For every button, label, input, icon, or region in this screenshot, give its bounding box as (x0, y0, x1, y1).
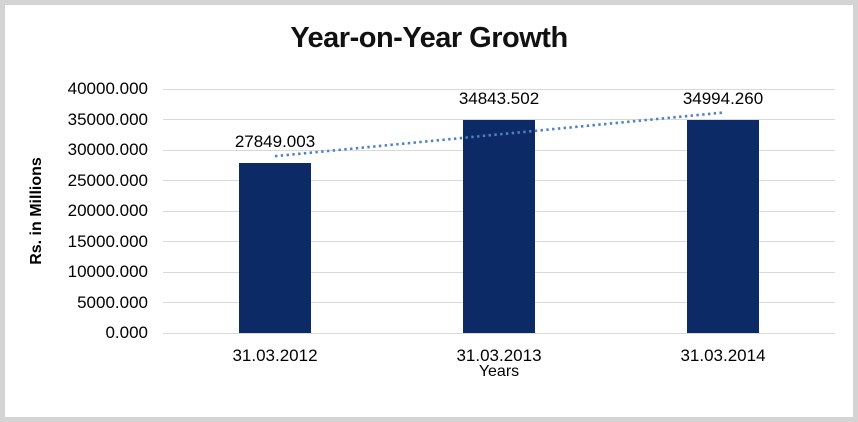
y-tick-label: 15000.000 (67, 231, 148, 251)
y-tick-label: 10000.000 (67, 262, 148, 281)
y-tick-label: 5000.000 (77, 292, 148, 312)
gridline (163, 88, 835, 90)
x-axis-title: Years (478, 363, 520, 380)
gridline (163, 119, 835, 120)
y-tick-label: 0.000 (105, 323, 148, 342)
bar (687, 119, 759, 333)
bar (463, 120, 535, 333)
bar-value-label: 34994.260 (682, 88, 764, 108)
bar (239, 163, 311, 333)
x-tick-label: 31.03.2012 (232, 346, 318, 365)
trendline (274, 111, 724, 158)
bar-value-label: 27849.003 (234, 132, 316, 152)
y-tick-label: 35000.000 (67, 109, 148, 129)
y-tick-label: 40000.000 (67, 79, 148, 98)
bar-value-label: 34843.502 (458, 89, 540, 109)
y-tick-label: 25000.000 (67, 170, 148, 190)
y-tick-label: 20000.000 (67, 201, 148, 220)
y-tick-label: 30000.000 (67, 140, 148, 159)
x-tick-label: 31.03.2014 (680, 346, 766, 365)
gridline (163, 332, 835, 334)
chart-title: Year-on-Year Growth (290, 22, 568, 54)
plot-area: 27849.003 34843.502 34994.260 (163, 88, 835, 334)
x-tick-label: 31.03.2013 (456, 346, 542, 365)
